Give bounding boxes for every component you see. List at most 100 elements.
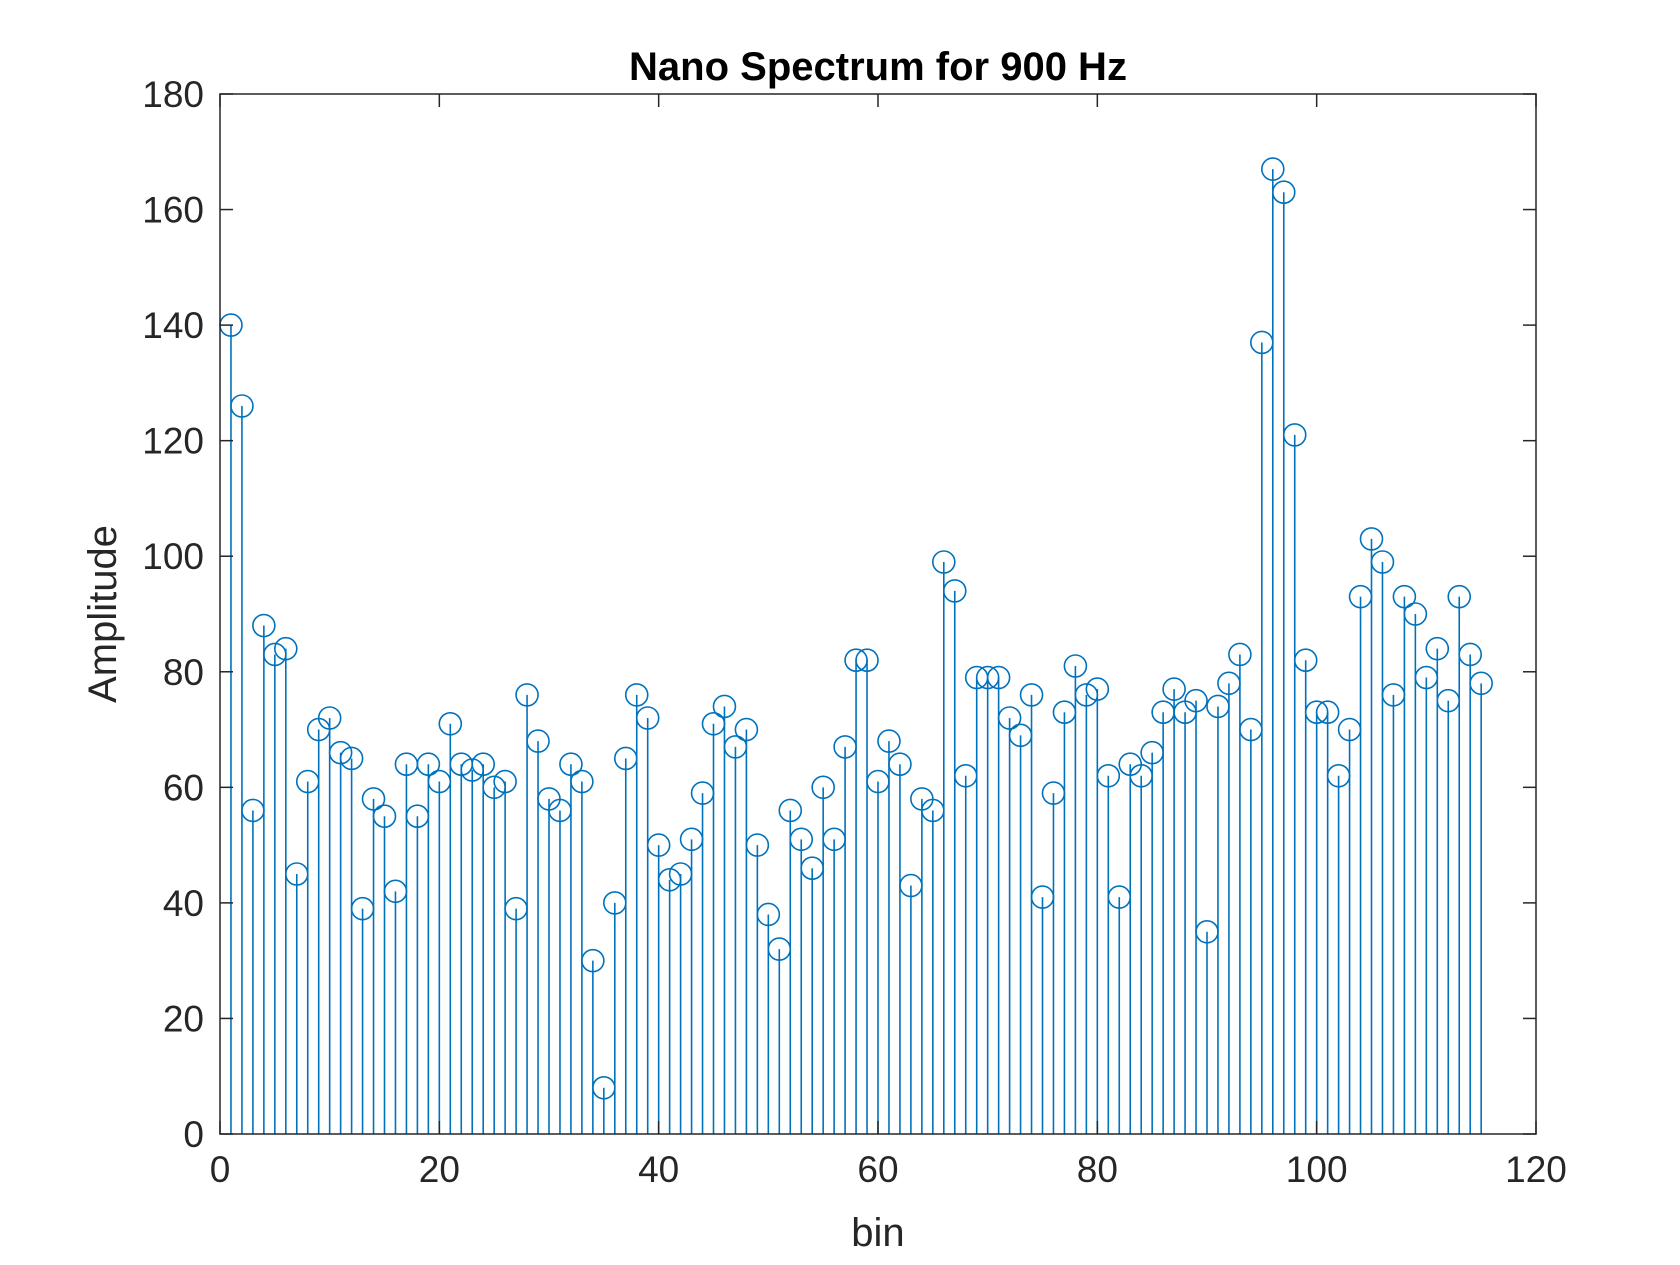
stem-marker bbox=[745, 833, 770, 857]
stem-marker bbox=[350, 896, 375, 921]
stem-marker bbox=[1469, 671, 1493, 696]
stem-marker bbox=[1381, 683, 1406, 707]
stem-marker bbox=[942, 579, 967, 603]
x-tick-label: 0 bbox=[210, 1149, 231, 1190]
stem-marker bbox=[690, 781, 715, 805]
stem-marker bbox=[1085, 677, 1110, 701]
stem-marker bbox=[295, 769, 320, 794]
stem-marker bbox=[241, 798, 265, 823]
stem-marker bbox=[252, 613, 276, 638]
stem-marker bbox=[1436, 688, 1461, 713]
stem-marker bbox=[416, 752, 441, 777]
y-tick-label: 60 bbox=[163, 767, 204, 808]
stem-marker bbox=[635, 706, 660, 730]
stem-marker bbox=[1030, 885, 1055, 909]
y-tick-label: 180 bbox=[142, 74, 204, 115]
stem-marker bbox=[405, 804, 430, 829]
stem-marker bbox=[482, 775, 506, 800]
stem-marker bbox=[712, 694, 737, 719]
x-tick-label: 60 bbox=[857, 1149, 898, 1190]
stem-marker bbox=[471, 752, 496, 777]
stem-marker bbox=[756, 902, 781, 927]
y-tick-label: 0 bbox=[183, 1114, 204, 1155]
stem-marker bbox=[515, 683, 539, 707]
stem-marker bbox=[1217, 671, 1241, 696]
stem-marker bbox=[438, 711, 463, 736]
x-axis-label: bin bbox=[851, 1211, 904, 1255]
stem-marker bbox=[953, 763, 978, 788]
stem-marker bbox=[866, 769, 890, 794]
x-tick-label: 20 bbox=[419, 1149, 460, 1190]
stem-marker bbox=[1414, 665, 1439, 690]
y-tick-label: 120 bbox=[142, 421, 204, 462]
y-tick-label: 160 bbox=[142, 190, 204, 231]
stem-marker bbox=[383, 879, 408, 904]
stem-marker bbox=[548, 798, 572, 823]
y-tick-label: 40 bbox=[163, 883, 204, 924]
stem-marker bbox=[1458, 642, 1482, 667]
stem-marker bbox=[1162, 677, 1186, 701]
stem-marker bbox=[975, 665, 1000, 690]
stem-marker bbox=[701, 711, 726, 736]
stem-marker bbox=[921, 798, 945, 823]
stem-marker bbox=[1293, 648, 1318, 673]
ticks-layer bbox=[219, 93, 1537, 1135]
stem-marker bbox=[504, 896, 528, 921]
stem-marker bbox=[1392, 584, 1417, 609]
stem-marker bbox=[1348, 584, 1373, 609]
stem-marker bbox=[800, 856, 825, 881]
stem-marker bbox=[1261, 157, 1285, 181]
stem-marker bbox=[602, 891, 627, 915]
stem-marker bbox=[1228, 642, 1252, 667]
stem-marker bbox=[822, 827, 846, 852]
stem-marker bbox=[1052, 700, 1077, 725]
stem-marker bbox=[273, 636, 298, 661]
stem-marker bbox=[493, 769, 517, 794]
stem-marker bbox=[1096, 763, 1121, 788]
stem-marker bbox=[877, 729, 901, 753]
stem-marker bbox=[1315, 700, 1340, 725]
stem-marker bbox=[1140, 740, 1164, 765]
stem-marker bbox=[1063, 654, 1088, 678]
stem-marker bbox=[570, 769, 594, 794]
x-tick-label: 100 bbox=[1286, 1149, 1348, 1190]
x-tick-label: 40 bbox=[638, 1149, 679, 1190]
stem-marker bbox=[1304, 700, 1329, 725]
stem-marker bbox=[613, 746, 638, 771]
stem-marker bbox=[1403, 602, 1428, 626]
y-tick-label: 100 bbox=[142, 536, 204, 577]
y-tick-label: 80 bbox=[163, 652, 204, 693]
stem-marker bbox=[624, 683, 649, 707]
stem-marker bbox=[833, 735, 857, 759]
stem-marker bbox=[317, 706, 342, 730]
stem-marker bbox=[460, 758, 485, 782]
stem-marker bbox=[1019, 683, 1044, 707]
stem-marker bbox=[1239, 717, 1263, 742]
stem-marker bbox=[811, 775, 835, 800]
stem-marker bbox=[1326, 763, 1351, 788]
x-tick-label: 80 bbox=[1077, 1149, 1118, 1190]
stem-marker bbox=[646, 833, 671, 857]
stem-marker bbox=[778, 798, 803, 823]
stem-marker bbox=[361, 787, 386, 811]
stem-marker bbox=[284, 862, 309, 886]
stem-marker bbox=[1074, 683, 1099, 707]
stem-marker bbox=[679, 827, 704, 852]
stem-marker bbox=[1008, 723, 1033, 748]
stem-marker bbox=[1041, 781, 1066, 805]
stem-marker bbox=[1282, 423, 1307, 447]
y-tick-label: 20 bbox=[163, 998, 204, 1039]
stem-marker bbox=[723, 735, 748, 759]
markers-layer bbox=[219, 157, 1493, 1100]
stem-marker bbox=[1370, 550, 1395, 574]
stem-marker bbox=[263, 642, 287, 667]
stem-marker bbox=[1129, 763, 1153, 788]
stem-marker bbox=[339, 746, 364, 771]
stem-marker bbox=[767, 937, 792, 961]
stem-marker bbox=[581, 948, 605, 973]
stem-marker bbox=[1337, 717, 1362, 742]
y-tick-label: 140 bbox=[142, 305, 204, 346]
stem-marker bbox=[844, 648, 868, 673]
tick-labels-layer: 0 20 40 60 80 100 120 0 20 40 60 80 100 120 140 160 180 bbox=[142, 74, 1567, 1190]
